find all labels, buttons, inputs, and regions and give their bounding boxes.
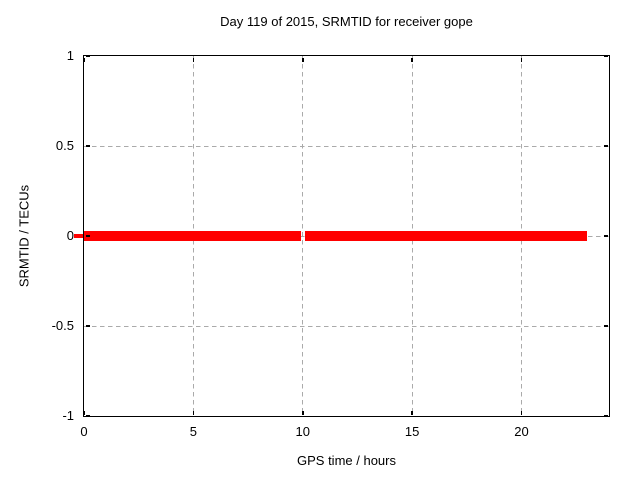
- gridline-y-0.5: [84, 145, 609, 147]
- x-tick-bottom-5: [192, 410, 195, 415]
- y-tick-label-0: 0: [66, 228, 74, 243]
- y-tick-left-0.5: [85, 145, 90, 147]
- y-tick-label-0.5: 0.5: [55, 138, 74, 153]
- x-tick-bottom-0: [83, 410, 85, 415]
- x-tick-top-5: [192, 57, 195, 62]
- x-tick-top-10: [302, 57, 304, 62]
- y-tick-left-1: [85, 55, 90, 57]
- series-SRMTID-segment: [304, 231, 588, 241]
- x-tick-label-0: 0: [80, 424, 88, 439]
- x-tick-top-0: [83, 57, 85, 62]
- y-tick-right--0.5: [603, 325, 608, 327]
- x-tick-top-20: [520, 57, 523, 62]
- x-tick-label-20: 20: [514, 424, 529, 439]
- y-tick-right-0.5: [603, 145, 608, 147]
- gridline-y--0.5: [84, 325, 609, 327]
- y-tick-left-0: [85, 235, 90, 237]
- red-dash-left-of-y-axis-at-zero: [74, 234, 84, 238]
- x-tick-label-15: 15: [404, 424, 420, 439]
- y-tick-left--0.5: [85, 325, 90, 327]
- series-SRMTID-segment: [84, 231, 301, 241]
- y-tick-label--1: -1: [62, 408, 74, 423]
- y-tick-right-1: [603, 55, 608, 57]
- y-tick-right-0: [603, 235, 608, 237]
- x-axis-label: GPS time / hours: [297, 453, 396, 468]
- y-tick-label--0.5: -0.5: [51, 318, 74, 333]
- y-tick-right--1: [603, 415, 608, 417]
- x-tick-label-5: 5: [189, 424, 197, 439]
- x-tick-bottom-20: [520, 410, 523, 415]
- y-tick-left--1: [85, 415, 90, 417]
- plot-area-border: [83, 55, 610, 417]
- x-tick-label-10: 10: [295, 424, 310, 439]
- y-axis-label: SRMTID / TECUs: [16, 184, 32, 288]
- y-tick-label-1: 1: [66, 48, 74, 63]
- x-tick-bottom-15: [411, 410, 413, 415]
- x-tick-bottom-10: [302, 410, 304, 415]
- chart-title: Day 119 of 2015, SRMTID for receiver gop…: [220, 14, 473, 29]
- x-tick-top-15: [411, 57, 413, 62]
